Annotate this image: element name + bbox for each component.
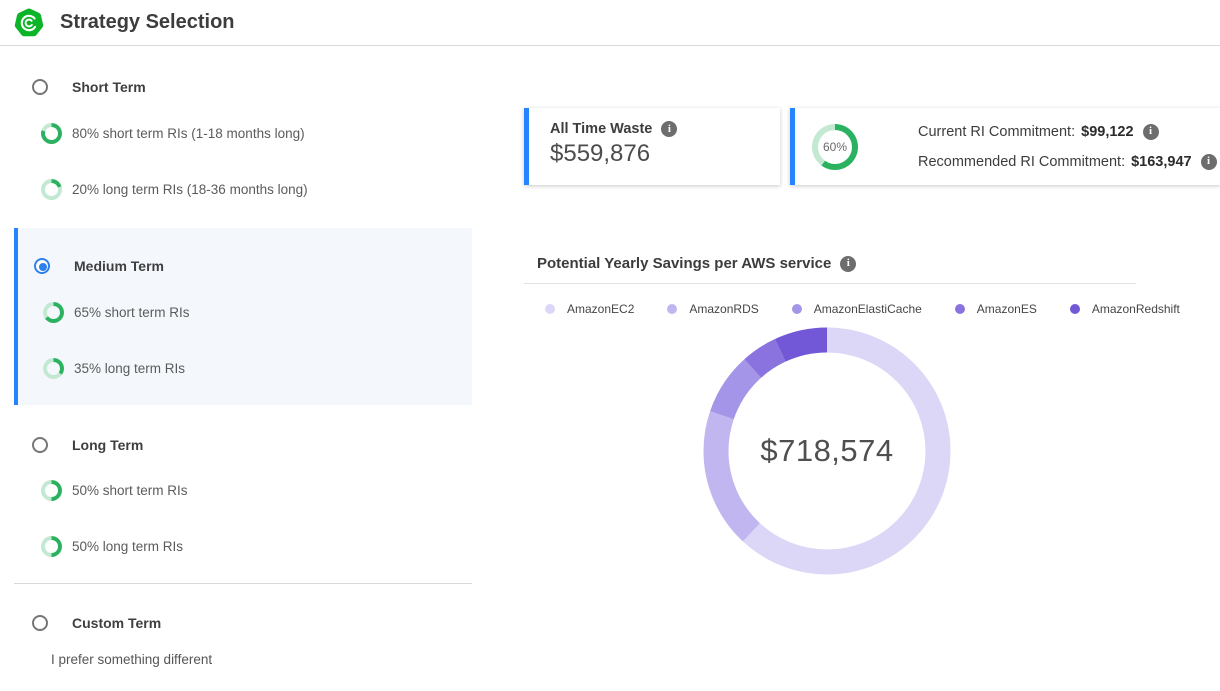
option-label: 50% long term RIs <box>72 539 184 554</box>
info-icon[interactable] <box>840 255 857 272</box>
chart-legend: AmazonEC2 AmazonRDS AmazonElastiCache Amazo… <box>545 302 1180 316</box>
radio-medium-term[interactable] <box>34 258 50 274</box>
legend-label: AmazonRDS <box>689 302 759 316</box>
radio-short-term[interactable] <box>32 79 48 95</box>
legend-label: AmazonES <box>976 302 1037 316</box>
option-label: 80% short term RIs (1-18 months long) <box>72 126 305 141</box>
legend-dot <box>791 304 802 314</box>
donut-center-total: $718,574 <box>760 433 894 468</box>
savings-donut-chart <box>697 321 957 581</box>
donut-segment-AmazonRDS[interactable] <box>703 327 951 575</box>
donut-segment-AmazonRedshift[interactable] <box>703 327 951 575</box>
option-label: 50% short term RIs <box>72 483 188 498</box>
option-label: 20% long term RIs (18-36 months long) <box>72 182 308 197</box>
legend-dot <box>954 304 965 314</box>
strategy-row-medium-term[interactable]: Medium Term <box>34 258 164 274</box>
strategy-label-custom-term: Custom Term <box>72 615 162 631</box>
strategy-row-short-term[interactable]: Short Term <box>32 79 146 95</box>
strategy-label-short-term: Short Term <box>72 79 146 95</box>
option-row: 50% short term RIs <box>41 480 188 501</box>
all-time-waste-value: $559,876 <box>550 140 651 167</box>
percent-ring-50-long <box>41 536 62 557</box>
info-icon[interactable] <box>1200 153 1217 170</box>
legend-dot <box>545 304 555 314</box>
chart-title: Potential Yearly Savings per AWS service <box>537 255 832 272</box>
legend-label: AmazonEC2 <box>567 302 635 316</box>
ri-commitment-card: 60% Current RI Commitment: $99,122 Recom… <box>790 108 1220 185</box>
percent-ring-65 <box>43 302 64 323</box>
option-row: 35% long term RIs <box>43 358 185 379</box>
recommended-ri-commitment-label: Recommended RI Commitment: <box>918 153 1126 170</box>
current-ri-commitment-label: Current RI Commitment: <box>918 123 1076 140</box>
page-title: Strategy Selection <box>60 11 235 33</box>
all-time-waste-card: All Time Waste $559,876 <box>524 108 780 185</box>
legend-label: AmazonElastiCache <box>813 302 922 316</box>
option-row: 80% short term RIs (1-18 months long) <box>41 123 305 144</box>
chart-title-row: Potential Yearly Savings per AWS service <box>537 255 857 272</box>
strategy-label-medium-term: Medium Term <box>74 258 164 274</box>
legend-dot <box>1069 304 1080 314</box>
current-ri-commitment-row: Current RI Commitment: $99,122 <box>918 117 1217 147</box>
legend-item-AmazonRedshift[interactable]: AmazonRedshift <box>1069 302 1180 316</box>
app-logo-icon <box>14 8 44 37</box>
legend-item-AmazonEC2[interactable]: AmazonEC2 <box>545 302 634 316</box>
option-row: 20% long term RIs (18-36 months long) <box>41 179 308 200</box>
recommended-ri-commitment-value: $163,947 <box>1131 153 1192 170</box>
radio-long-term[interactable] <box>32 437 48 453</box>
strategy-label-long-term: Long Term <box>72 437 144 453</box>
legend-item-AmazonElastiCache[interactable]: AmazonElastiCache <box>791 302 922 316</box>
legend-item-AmazonRDS[interactable]: AmazonRDS <box>667 302 759 316</box>
legend-item-AmazonES[interactable]: AmazonES <box>954 302 1037 316</box>
percent-ring-20 <box>41 179 62 200</box>
strategy-row-custom-term[interactable]: Custom Term <box>32 615 161 631</box>
percent-ring-80 <box>41 123 62 144</box>
option-label: 65% short term RIs <box>74 305 190 320</box>
strategy-row-long-term[interactable]: Long Term <box>32 437 143 453</box>
panel-divider <box>14 583 472 584</box>
custom-term-description: I prefer something different <box>51 652 213 667</box>
current-ri-commitment-value: $99,122 <box>1081 123 1134 140</box>
page-header: Strategy Selection <box>0 0 1220 46</box>
legend-dot <box>667 304 678 314</box>
legend-label: AmazonRedshift <box>1091 302 1180 316</box>
info-icon[interactable] <box>661 121 678 137</box>
commitment-ring-label: 60% <box>822 139 848 154</box>
percent-ring-50-short <box>41 480 62 501</box>
percent-ring-35 <box>43 358 64 379</box>
radio-custom-term[interactable] <box>32 615 48 631</box>
option-row: 65% short term RIs <box>43 302 190 323</box>
commitment-ring-inner: 60% <box>818 129 852 164</box>
all-time-waste-label: All Time Waste <box>550 121 653 137</box>
selected-strategy-highlight <box>14 228 472 405</box>
option-label: 35% long term RIs <box>74 361 186 376</box>
option-row: 50% long term RIs <box>41 536 183 557</box>
recommended-ri-commitment-row: Recommended RI Commitment: $163,947 <box>918 147 1217 177</box>
chart-divider <box>524 283 1136 284</box>
info-icon[interactable] <box>1142 123 1159 140</box>
commitment-percent-ring: 60% <box>812 123 858 170</box>
